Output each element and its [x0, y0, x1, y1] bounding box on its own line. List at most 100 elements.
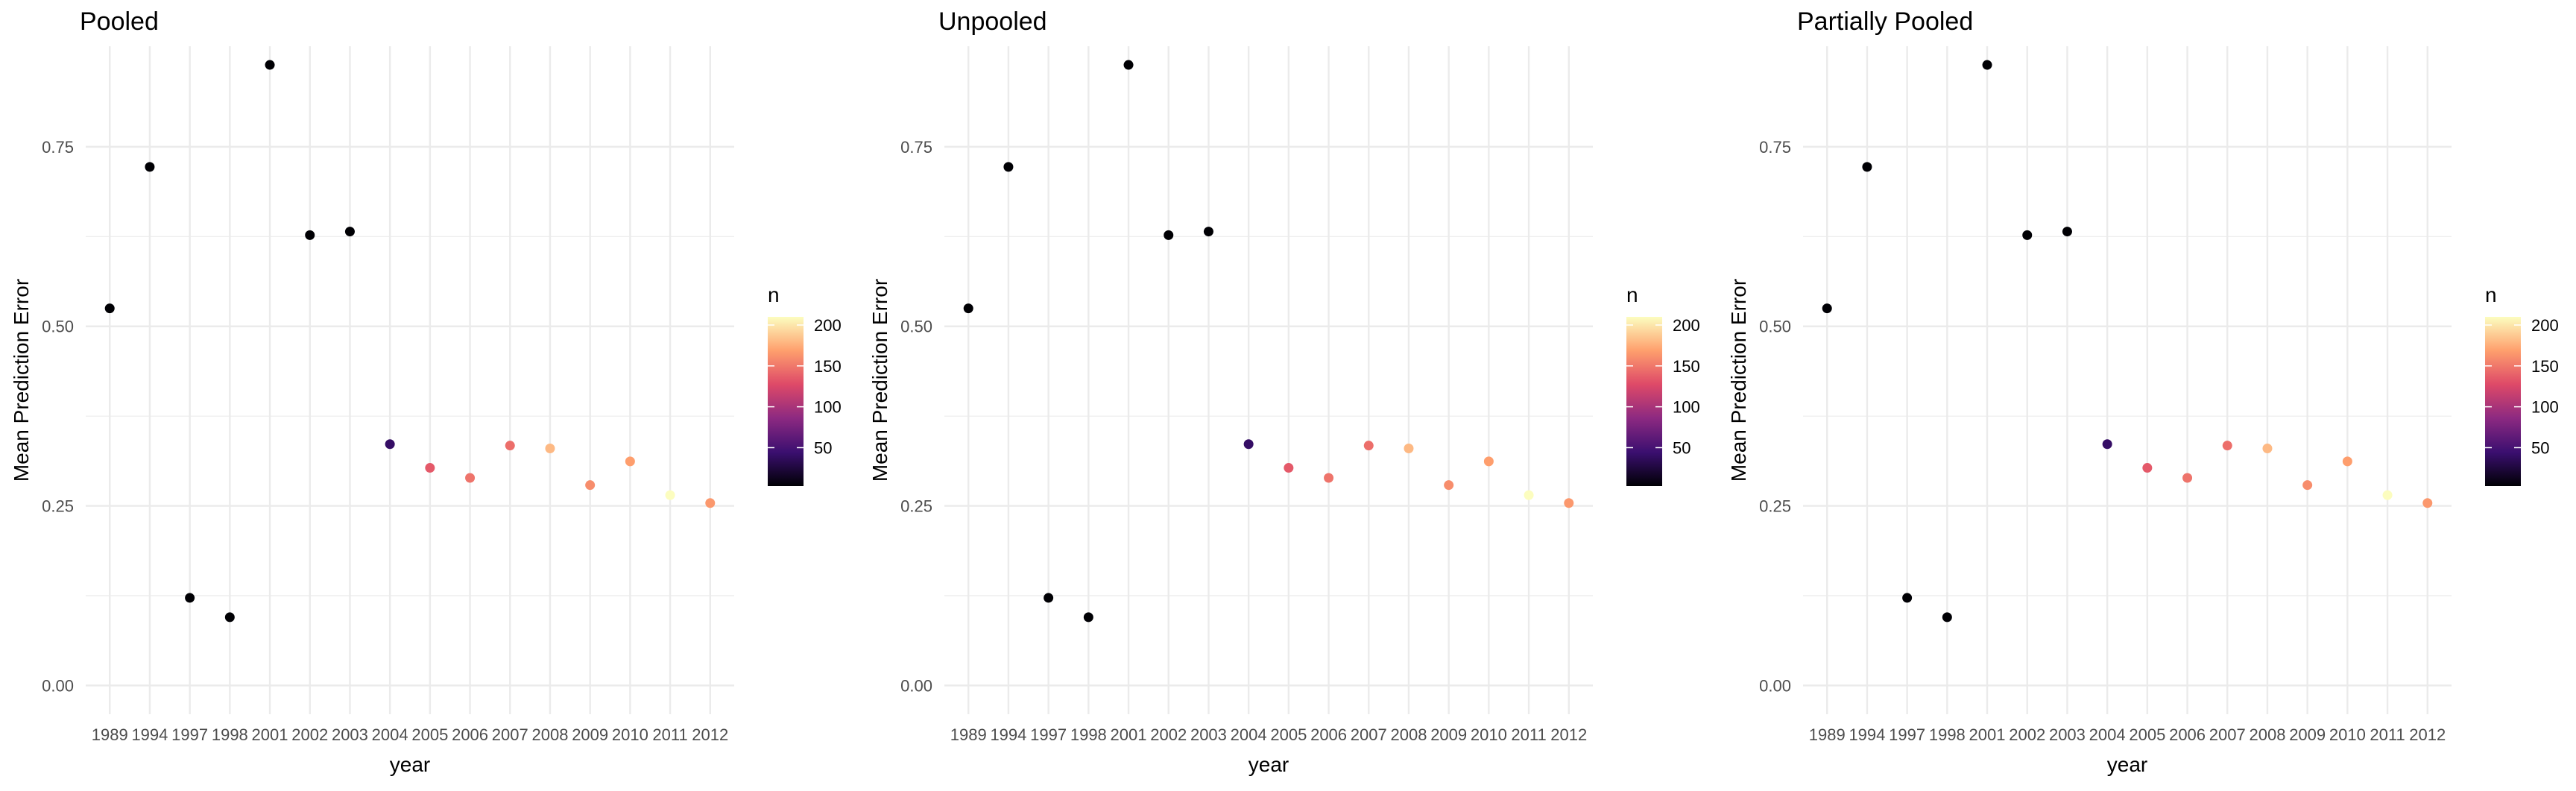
x-tick-label: 1989: [92, 725, 128, 744]
data-point: [385, 439, 395, 450]
x-tick-label: 2005: [411, 725, 448, 744]
colorbar-title: n: [2485, 283, 2497, 306]
x-tick-label: 2010: [612, 725, 648, 744]
data-point: [2222, 441, 2232, 451]
x-tick-label: 2007: [1351, 725, 1387, 744]
x-tick-label: 1997: [1030, 725, 1067, 744]
x-tick-label: 1994: [990, 725, 1026, 744]
data-point: [265, 60, 275, 70]
data-point: [1324, 473, 1334, 483]
y-tick-label: 0.50: [42, 318, 74, 336]
data-point: [2102, 439, 2112, 450]
chart-title: Pooled: [80, 7, 159, 36]
colorbar: [768, 317, 804, 486]
x-tick-label: 1997: [171, 725, 208, 744]
y-tick-label: 0.00: [900, 676, 932, 695]
x-axis-title: year: [390, 753, 430, 776]
y-tick-label: 0.50: [900, 318, 932, 336]
data-point: [1003, 162, 1014, 172]
data-point: [2142, 463, 2153, 473]
data-point: [465, 473, 476, 483]
data-point: [2262, 444, 2273, 454]
data-point: [1164, 230, 1174, 240]
colorbar-title: n: [1626, 283, 1638, 306]
data-point: [2022, 230, 2033, 240]
y-axis-title: Mean Prediction Error: [1727, 279, 1750, 482]
y-axis-title: Mean Prediction Error: [868, 279, 891, 482]
colorbar-title: n: [768, 283, 780, 306]
x-tick-label: 2006: [452, 725, 488, 744]
colorbar-tick-label: 200: [2531, 316, 2559, 335]
data-point: [1243, 439, 1254, 450]
y-tick-label: 0.75: [900, 138, 932, 157]
x-axis-title: year: [1248, 753, 1289, 776]
x-tick-label: 2001: [1969, 725, 2006, 744]
x-tick-label: 2011: [1511, 725, 1546, 744]
y-axis-title: Mean Prediction Error: [10, 279, 33, 482]
data-point: [2302, 480, 2313, 491]
x-tick-label: 1998: [1929, 725, 1966, 744]
data-point: [2182, 473, 2193, 483]
colorbar-tick-label: 150: [1673, 357, 1700, 376]
colorbar-tick-label: 50: [814, 438, 832, 457]
x-tick-label: 2005: [2129, 725, 2165, 744]
x-tick-label: 2006: [2169, 725, 2206, 744]
colorbar-tick-label: 50: [1673, 438, 1690, 457]
chart-title: Unpooled: [938, 7, 1047, 36]
x-tick-label: 2003: [332, 725, 368, 744]
x-tick-label: 2008: [1390, 725, 1427, 744]
colorbar: [2485, 317, 2521, 486]
data-point: [2382, 490, 2393, 500]
x-tick-label: 2009: [572, 725, 608, 744]
colorbar: [1626, 317, 1662, 486]
x-tick-label: 2002: [291, 725, 328, 744]
data-point: [1524, 490, 1534, 500]
x-tick-label: 2003: [2049, 725, 2086, 744]
y-tick-label: 0.75: [1759, 138, 1791, 157]
data-point: [425, 463, 435, 473]
x-tick-label: 2004: [1231, 725, 1267, 744]
data-point: [185, 593, 195, 603]
y-tick-label: 0.00: [1759, 676, 1791, 695]
colorbar-tick-label: 150: [814, 357, 842, 376]
y-tick-label: 0.25: [900, 497, 932, 516]
data-point: [2342, 456, 2352, 467]
data-point: [1404, 444, 1414, 454]
data-point: [625, 456, 635, 467]
x-tick-label: 2002: [2009, 725, 2045, 744]
x-tick-label: 2012: [1550, 725, 1587, 744]
x-tick-label: 2001: [1111, 725, 1147, 744]
x-tick-label: 1989: [950, 725, 987, 744]
x-tick-label: 2007: [492, 725, 528, 744]
data-point: [705, 498, 716, 508]
x-tick-label: 2003: [1190, 725, 1227, 744]
data-point: [104, 303, 115, 314]
data-point: [665, 490, 675, 500]
x-tick-label: 2010: [2329, 725, 2366, 744]
x-tick-label: 1998: [212, 725, 248, 744]
x-tick-label: 1989: [1809, 725, 1846, 744]
y-tick-label: 0.00: [42, 676, 74, 695]
data-point: [585, 480, 596, 491]
data-point: [145, 162, 155, 172]
data-point: [1902, 593, 1913, 603]
x-tick-label: 2006: [1310, 725, 1347, 744]
data-point: [1123, 60, 1134, 70]
data-point: [1363, 441, 1374, 451]
y-tick-label: 0.75: [42, 138, 74, 157]
x-tick-label: 2001: [252, 725, 288, 744]
colorbar-tick-label: 200: [814, 316, 842, 335]
x-tick-label: 2008: [531, 725, 568, 744]
x-tick-label: 2009: [2289, 725, 2326, 744]
x-tick-label: 1994: [1849, 725, 1885, 744]
x-tick-label: 2010: [1471, 725, 1507, 744]
colorbar-tick-label: 200: [1673, 316, 1700, 335]
x-tick-label: 1997: [1889, 725, 1925, 744]
data-point: [505, 441, 515, 451]
data-point: [1284, 463, 1294, 473]
colorbar-tick-label: 100: [814, 398, 842, 417]
